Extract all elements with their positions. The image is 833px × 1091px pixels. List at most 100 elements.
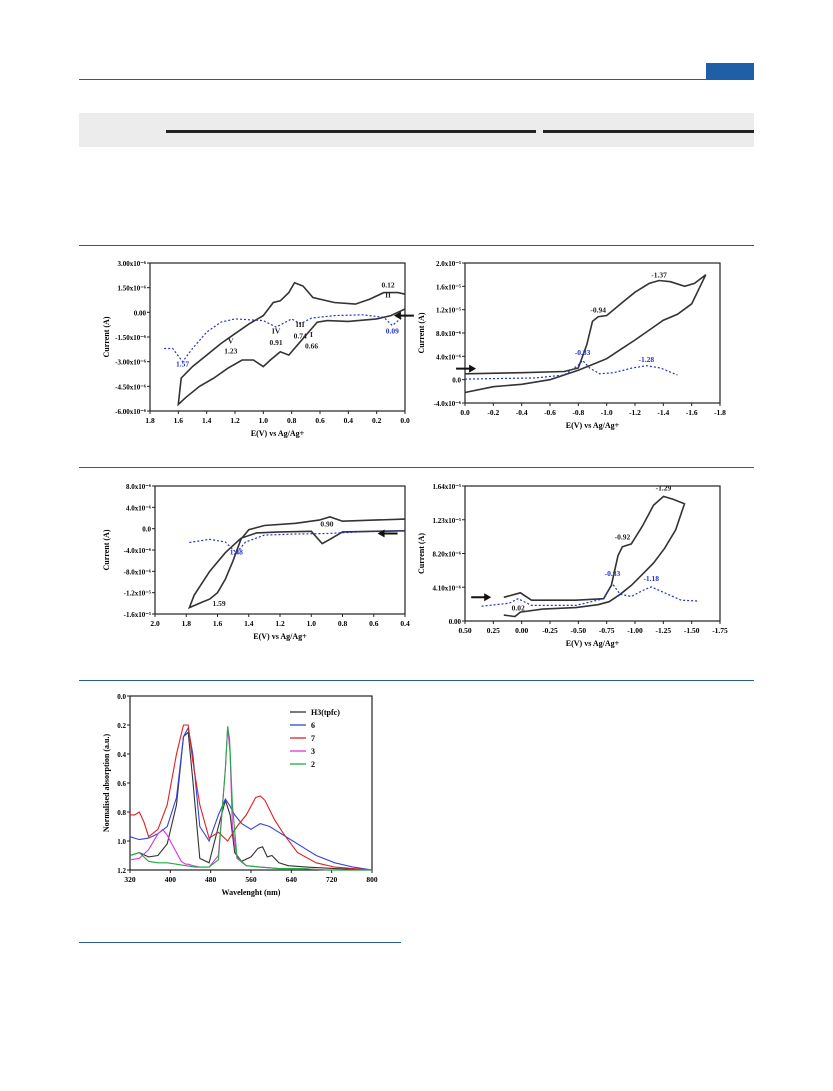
series-line [129,726,373,871]
y-tick-label: 0.2 [117,722,126,730]
y-tick-label: 8.20x10⁻⁶ [432,551,461,559]
y-tick-label: 1.23x10⁻⁵ [432,517,461,525]
x-tick-label: 1.2 [275,619,285,628]
cv-oxidation-top-left: 1.8 1.6 1.4 1.2 1.0 0.8 0.6 0.4 0.2 0.0 3.00x10⁻⁶ 1… [102,260,414,438]
series-line [129,726,372,871]
peak-label: I [310,330,313,339]
x-tick-label: -1.6 [686,408,698,417]
x-tick-label: 1.8 [145,416,155,425]
x-tick-label: -0.6 [544,408,556,417]
dpv-trace [189,530,406,554]
plot-frame [149,262,406,412]
series-line [129,731,373,871]
cv-reduction-middle-right: 0.50 0.25 0.00 -0.25 -0.50 -0.75 -1.00 -1.25 -1.… [417,483,728,648]
x-axis-label: E(V) vs Ag/Ag+ [566,639,620,648]
cv-trace [464,274,707,394]
y-tick-label: 8.0x10⁻⁶ [126,483,151,491]
y-tick-label: 3.00x10⁻⁶ [117,260,146,268]
x-tick-label: -1.4 [657,408,669,417]
y-tick-label: -6.00x10⁻⁶ [115,408,146,416]
y-tick-label: 4.10x10⁻⁶ [432,584,461,592]
y-tick-label: 0.0 [142,526,151,534]
series-line [130,724,373,871]
y-axis-label: Current (A) [102,529,111,570]
x-tick-label: 0.8 [287,416,297,425]
peak-label: V [228,337,234,346]
x-axis-label: E(V) vs Ag/Ag+ [253,632,307,641]
y-tick-label: -4.50x10⁻⁶ [115,383,146,391]
y-tick-label: -4.0x10⁻⁶ [124,547,151,555]
peak-label: -0.83 [605,569,621,578]
peak-label: 0.09 [386,327,399,336]
y-tick-label: 8.0x10⁻⁶ [436,330,461,338]
plot-frame [464,262,721,404]
x-tick-label: 1.6 [213,619,223,628]
x-tick-label: 0.0 [460,408,470,417]
y-tick-label: -1.50x10⁻⁶ [115,334,146,342]
x-tick-label: 1.2 [230,416,240,425]
y-tick-label: 0.8 [117,809,126,817]
x-tick-label: 1.0 [259,416,269,425]
x-tick-label: 1.6 [174,416,184,425]
x-tick-label: 1.8 [182,619,192,628]
x-tick-label: 1.4 [202,416,212,425]
x-tick-label: 0.8 [338,619,348,628]
legend-label: 7 [311,734,315,743]
x-tick-label: 0.4 [400,619,410,628]
cv-reduction-top-right: 0.0 -0.2 -0.4 -0.6 -0.8 -1.0 -1.2 -1.4 -1.6 -1.8 2… [417,260,726,430]
x-tick-label: 0.2 [372,416,382,425]
y-tick-label: 2.0x10⁻⁵ [436,260,461,268]
y-tick-label: 0.00 [134,309,147,317]
y-tick-label: 4.0x10⁻⁶ [126,504,151,512]
arrow-head [393,311,401,320]
x-tick-label: 0.0 [400,416,410,425]
x-tick-label: 480 [205,875,217,884]
figure-rule-2 [79,467,754,468]
y-tick-label: 0.0 [452,377,461,385]
x-tick-label: -0.4 [516,408,528,417]
figure-rule-3 [79,680,754,681]
y-tick-label: 1.64x10⁻⁵ [432,483,461,491]
x-tick-label: 1.4 [244,619,254,628]
y-tick-label: 0.6 [117,780,126,788]
x-tick-label: 560 [245,875,257,884]
dpv-trace [481,582,698,607]
legend-label: 3 [311,747,315,756]
cv-trace [187,516,406,610]
table-rule-right [543,130,754,133]
y-tick-label: 1.2x10⁻⁵ [436,307,461,315]
peak-label: 0.91 [270,338,283,347]
y-tick-label: 0.00 [449,618,462,626]
x-tick-label: 640 [286,875,298,884]
x-tick-label: 0.6 [315,416,325,425]
legend-label: 6 [311,721,315,730]
y-tick-label: 1.6x10⁻⁵ [436,283,461,291]
legend-label: H3(tpfc) [311,708,340,717]
x-axis-label: E(V) vs Ag/Ag+ [251,429,305,438]
x-tick-label: -0.75 [599,626,615,635]
cv-oxidation-middle-left: 2.0 1.8 1.6 1.4 1.2 1.0 0.8 0.6 0.4 8.0x10⁻⁶ 4.0x1… [102,483,410,641]
uv-vis-absorption-chart: 320 400 480 560 640 720 800 0.0 0.2 0.4 0.6 0.8 1.0 1… [102,693,378,897]
arrow-head [484,593,492,602]
y-tick-label: -8.0x10⁻⁶ [124,568,151,576]
x-tick-label: -1.2 [629,408,641,417]
y-tick-label: 4.0x10⁻⁶ [436,353,461,361]
x-tick-label: 1.0 [307,619,317,628]
x-tick-label: -0.25 [542,626,558,635]
x-tick-label: 720 [326,875,338,884]
y-axis-label: Current (A) [102,316,111,357]
x-tick-label: -1.50 [684,626,700,635]
peak-label: -0.92 [615,532,631,541]
y-axis-label: Current (A) [417,312,426,353]
cv-trace [177,281,406,407]
peak-label: II [385,291,391,300]
peak-label: -0.94 [590,306,606,315]
x-axis-label: E(V) vs Ag/Ag+ [566,421,620,430]
header-tab [706,63,754,79]
plot-frame [129,695,373,871]
x-tick-label: 0.00 [515,626,528,635]
peak-label: 0.02 [512,604,525,613]
x-tick-label: -1.8 [714,408,726,417]
peak-label: III [296,320,305,329]
y-tick-label: 0.0 [117,693,126,701]
